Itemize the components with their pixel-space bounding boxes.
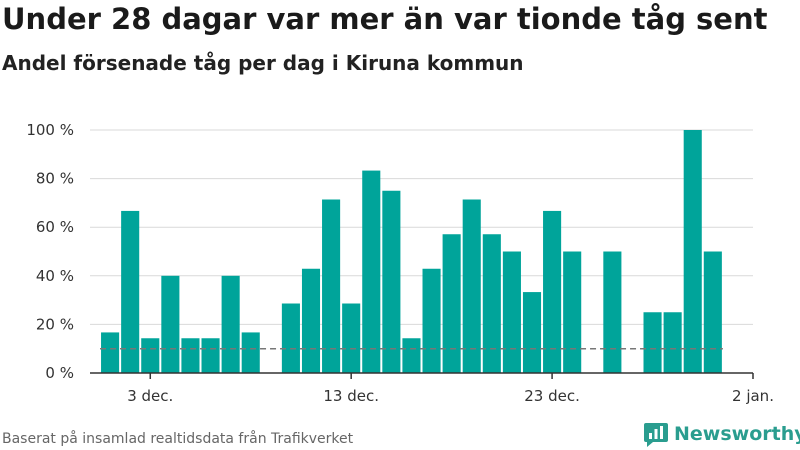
bar xyxy=(101,332,120,373)
bar xyxy=(422,268,441,373)
bar xyxy=(603,251,622,373)
bar xyxy=(301,268,321,373)
bar xyxy=(402,338,421,373)
bar xyxy=(322,199,341,373)
chart-subtitle: Andel försenade tåg per dag i Kiruna kom… xyxy=(2,51,524,75)
brand-name: Newsworthy xyxy=(674,423,800,445)
x-tick-label: 13 dec. xyxy=(323,387,379,405)
bar xyxy=(462,199,481,373)
chart-title: Under 28 dagar var mer än var tionde tåg… xyxy=(2,2,768,36)
bar xyxy=(382,190,401,373)
bar xyxy=(281,303,300,373)
y-tick-label: 40 % xyxy=(36,267,74,285)
bar xyxy=(683,130,702,373)
bar xyxy=(141,338,160,373)
bar xyxy=(201,338,220,373)
y-tick-label: 20 % xyxy=(36,315,74,333)
bar xyxy=(362,170,381,373)
bar xyxy=(482,234,501,373)
bar xyxy=(121,210,140,373)
bar xyxy=(241,332,260,373)
grid-lines xyxy=(90,129,753,325)
x-axis xyxy=(90,372,754,379)
source-note: Baserat på insamlad realtidsdata från Tr… xyxy=(2,431,354,447)
bar xyxy=(663,312,682,373)
x-tick-label: 23 dec. xyxy=(524,387,580,405)
x-tick-label: 3 dec. xyxy=(127,387,173,405)
bar-chart: 0 % 20 % 40 % 60 % 80 % 100 % 3 dec. 13 dec. 23… xyxy=(26,121,774,405)
y-tick-label: 0 % xyxy=(45,364,74,382)
y-axis-labels: 0 % 20 % 40 % 60 % 80 % 100 % xyxy=(26,121,74,382)
bar xyxy=(161,275,180,373)
bar xyxy=(181,338,200,373)
bars xyxy=(101,130,722,373)
bar xyxy=(502,251,521,373)
bar xyxy=(703,251,722,373)
bar xyxy=(643,312,662,373)
bar xyxy=(522,292,542,373)
y-tick-label: 60 % xyxy=(36,218,74,236)
x-axis-labels: 3 dec. 13 dec. 23 dec. 2 jan. xyxy=(127,387,774,405)
bar xyxy=(221,275,240,373)
y-tick-label: 80 % xyxy=(36,170,74,188)
bar-chart-logo-icon xyxy=(644,423,668,447)
bar xyxy=(342,303,361,373)
y-tick-label: 100 % xyxy=(26,121,74,139)
x-tick-label: 2 jan. xyxy=(732,387,774,405)
bar xyxy=(442,234,461,373)
brand-logo: Newsworthy xyxy=(644,420,800,448)
bar xyxy=(543,210,562,373)
bar xyxy=(563,251,582,373)
